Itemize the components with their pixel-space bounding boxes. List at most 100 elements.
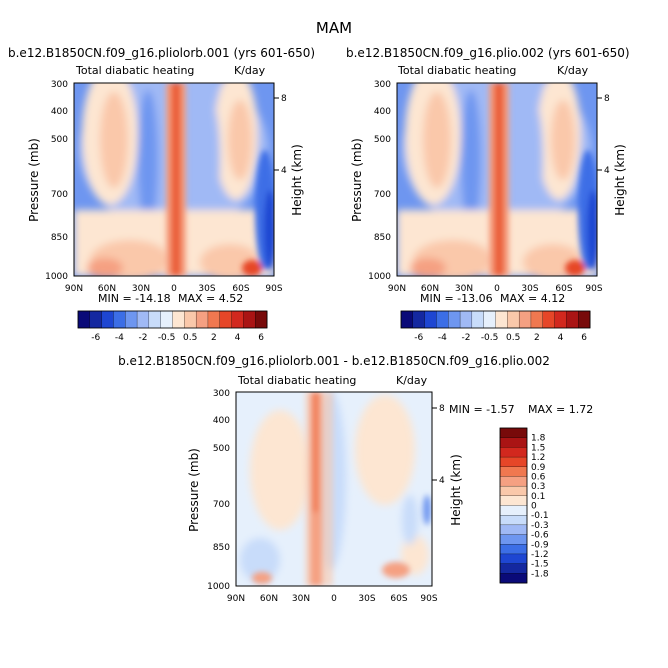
colorbar-cell bbox=[530, 310, 544, 329]
panel-c-y2label: Height (km) bbox=[449, 454, 463, 525]
panel-a-variable: Total diabatic heating bbox=[75, 64, 194, 77]
colorbar-cell bbox=[499, 505, 528, 516]
panel-b-units: K/day bbox=[557, 64, 589, 77]
colorbar-cell bbox=[160, 310, 173, 329]
x-tick: 90S bbox=[420, 594, 437, 604]
colorbar-cell bbox=[412, 310, 426, 329]
colorbar-cell bbox=[459, 310, 473, 329]
colorbar-label: -6 bbox=[414, 333, 423, 343]
colorbar-cell bbox=[499, 476, 528, 487]
colorbar-cell bbox=[207, 310, 221, 329]
colorbar-cell bbox=[125, 310, 138, 329]
panel-c-variable: Total diabatic heating bbox=[237, 374, 356, 387]
x-tick: 0 bbox=[331, 594, 337, 604]
colorbar-label: 0.9 bbox=[531, 463, 546, 473]
colorbar-cell bbox=[448, 310, 461, 329]
panel-a-field bbox=[74, 83, 274, 276]
y2-tick: 8 bbox=[604, 94, 610, 104]
y-tick: 400 bbox=[51, 107, 68, 117]
colorbar-label: -1.5 bbox=[531, 560, 549, 570]
colorbar-label: -6 bbox=[91, 333, 100, 343]
colorbar-label: 2 bbox=[211, 333, 217, 343]
y-tick: 700 bbox=[213, 500, 230, 510]
colorbar-label: -2 bbox=[138, 333, 147, 343]
colorbar-cell bbox=[424, 310, 437, 329]
y-tick: 500 bbox=[374, 135, 391, 145]
colorbar-label: 0.5 bbox=[183, 333, 197, 343]
colorbar-cell bbox=[113, 310, 126, 329]
colorbar-label: -0.5 bbox=[481, 333, 499, 343]
panel-a-ylabel: Pressure (mb) bbox=[27, 138, 41, 222]
panel-b-max: MAX = 4.12 bbox=[500, 292, 565, 305]
y-tick: 1000 bbox=[207, 582, 230, 592]
colorbar-label: -4 bbox=[438, 333, 447, 343]
colorbar-cell bbox=[499, 563, 528, 574]
colorbar-cell bbox=[148, 310, 162, 329]
x-tick: 30N bbox=[132, 284, 150, 294]
colorbar-cell bbox=[566, 310, 579, 329]
panel-b-variable: Total diabatic heating bbox=[397, 64, 516, 77]
colorbar-cell bbox=[471, 310, 485, 329]
y2-tick: 4 bbox=[439, 476, 445, 486]
colorbar-cell bbox=[77, 310, 91, 329]
colorbar-label: -1.2 bbox=[531, 550, 549, 560]
panel-b-ylabel: Pressure (mb) bbox=[350, 138, 364, 222]
colorbar-label: 0 bbox=[531, 502, 537, 512]
y-tick: 700 bbox=[374, 190, 391, 200]
x-tick: 60S bbox=[390, 594, 407, 604]
x-tick: 30N bbox=[455, 284, 473, 294]
x-tick: 90N bbox=[65, 284, 83, 294]
x-tick: 30N bbox=[292, 594, 310, 604]
colorbar-label: -0.6 bbox=[531, 531, 549, 541]
colorbar-label: -4 bbox=[115, 333, 124, 343]
panel-c-y2-ticks: 8 4 bbox=[432, 404, 445, 486]
y-tick: 300 bbox=[213, 389, 230, 399]
colorbar-cell bbox=[136, 310, 150, 329]
panel-b: b.e12.B1850CN.f09_g16.plio.002 (yrs 601-… bbox=[346, 46, 630, 343]
x-tick: 90S bbox=[585, 284, 602, 294]
x-tick: 30S bbox=[521, 284, 538, 294]
panel-c-max: MAX = 1.72 bbox=[528, 403, 593, 416]
panel-c-colorbar: 1.81.51.20.90.60.30.10-0.1-0.3-0.6-0.9-1… bbox=[499, 427, 549, 584]
panel-b-y2label: Height (km) bbox=[613, 144, 627, 215]
panel-a-y2label: Height (km) bbox=[290, 144, 304, 215]
colorbar-cell bbox=[499, 544, 528, 555]
x-tick: 90S bbox=[265, 284, 282, 294]
x-tick: 60S bbox=[232, 284, 249, 294]
colorbar-label: 0.6 bbox=[531, 472, 546, 482]
colorbar-cell bbox=[499, 447, 528, 458]
colorbar-label: 4 bbox=[558, 333, 564, 343]
colorbar-cell bbox=[499, 524, 528, 536]
x-tick: 30S bbox=[358, 594, 375, 604]
panel-b-x-ticks: 90N 60N 30N 0 30S 60S 90S bbox=[388, 284, 603, 294]
colorbar-cell bbox=[499, 515, 528, 526]
colorbar-cell bbox=[499, 573, 528, 584]
colorbar-cell bbox=[499, 553, 528, 565]
colorbar-label: 1.8 bbox=[531, 434, 546, 444]
colorbar-cell bbox=[518, 310, 532, 329]
x-tick: 60S bbox=[555, 284, 572, 294]
y2-tick: 4 bbox=[604, 166, 610, 176]
y-tick: 850 bbox=[374, 233, 391, 243]
panel-c-field bbox=[236, 392, 432, 586]
colorbar-label: 1.2 bbox=[531, 453, 545, 463]
colorbar-cell bbox=[495, 310, 508, 329]
y-tick: 300 bbox=[51, 80, 68, 90]
panel-a: b.e12.B1850CN.f09_g16.pliolorb.001 (yrs … bbox=[8, 46, 315, 343]
panel-a-max: MAX = 4.52 bbox=[178, 292, 243, 305]
colorbar-label: 0.5 bbox=[506, 333, 520, 343]
colorbar-cell bbox=[499, 437, 528, 448]
panel-c-case: b.e12.B1850CN.f09_g16.pliolorb.001 - b.e… bbox=[118, 354, 550, 368]
colorbar-label: -0.5 bbox=[158, 333, 176, 343]
colorbar-label: -0.3 bbox=[531, 521, 549, 531]
x-tick: 60N bbox=[260, 594, 278, 604]
colorbar-cell bbox=[499, 456, 528, 468]
panel-c-ylabel: Pressure (mb) bbox=[187, 448, 201, 532]
panel-b-field bbox=[397, 83, 597, 276]
panel-a-min: MIN = -14.18 bbox=[98, 292, 171, 305]
panel-c-units: K/day bbox=[396, 374, 428, 387]
colorbar-cell bbox=[507, 310, 520, 329]
colorbar-label: 6 bbox=[258, 333, 264, 343]
y2-tick: 4 bbox=[281, 166, 287, 176]
panel-c-y-ticks: 300 400 500 700 850 1000 bbox=[207, 389, 230, 592]
